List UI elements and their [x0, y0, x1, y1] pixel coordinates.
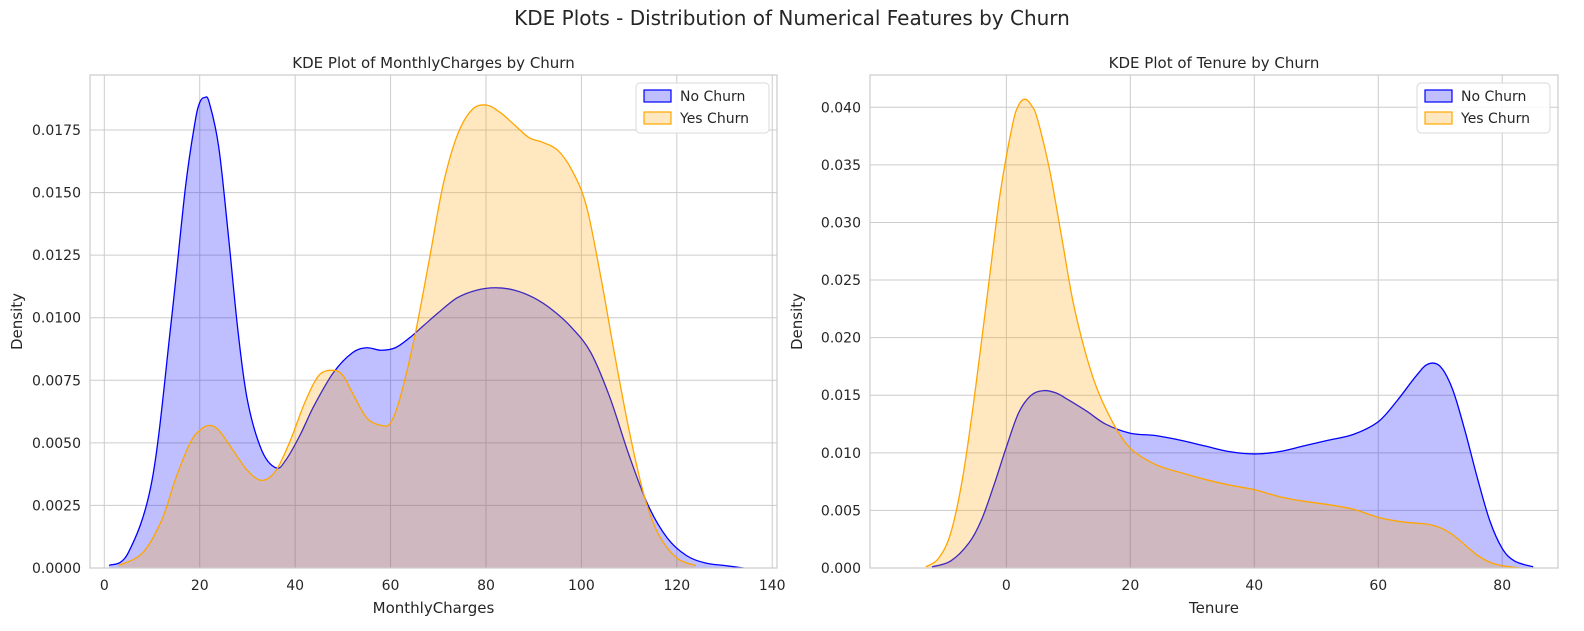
y-tick-label: 0.035	[821, 158, 861, 174]
x-axis-label: Tenure	[1188, 599, 1239, 617]
y-tick-label: 0.030	[821, 215, 861, 231]
y-tick-label: 0.020	[821, 331, 861, 347]
x-tick-label: 100	[568, 578, 595, 594]
x-tick-label: 120	[663, 578, 690, 594]
chart-panel-1: 0 20 40 60 80 100 120 140 0.0000 0.0025 0.0050 0.00…	[8, 54, 786, 617]
no-churn-area	[109, 96, 744, 569]
y-tick-label: 0.0175	[32, 123, 81, 139]
x-tick-label: 80	[477, 578, 495, 594]
x-tick-label: 80	[1493, 578, 1511, 594]
x-tick-label: 140	[759, 578, 786, 594]
y-tick-label: 0.0150	[32, 186, 81, 202]
yes-churn-area	[118, 104, 696, 568]
y-tick-label: 0.0075	[32, 373, 81, 389]
yes-churn-area	[925, 99, 1521, 568]
y-tick-label: 0.010	[821, 446, 861, 462]
no-churn-legend-label: No Churn	[680, 89, 745, 105]
legend-box	[1416, 82, 1551, 134]
legend: No Churn Yes Churn	[635, 82, 770, 134]
x-tick-label: 60	[1369, 578, 1387, 594]
legend-box	[635, 82, 770, 134]
y-tick-label: 0.0050	[32, 436, 81, 452]
x-tick-label: 40	[1245, 578, 1263, 594]
no-churn-legend-swatch	[643, 89, 672, 103]
no-churn-legend-swatch	[1424, 89, 1453, 103]
chart-title: KDE Plot of MonthlyCharges by Churn	[292, 54, 574, 72]
x-tick-label: 20	[1121, 578, 1139, 594]
x-axis-label: MonthlyCharges	[373, 599, 495, 617]
no-churn-area	[931, 362, 1534, 568]
yes-churn-line	[118, 104, 697, 567]
yes-churn-legend-label: Yes Churn	[1460, 111, 1530, 127]
y-tick-label: 0.0125	[32, 248, 81, 264]
figure-suptitle: KDE Plots - Distribution of Numerical Fe…	[514, 6, 1070, 30]
plot-frame	[869, 74, 1559, 569]
x-tick-label: 60	[382, 578, 400, 594]
y-tick-label: 0.0000	[32, 561, 81, 577]
yes-churn-legend-swatch	[1424, 111, 1453, 125]
plot-frame	[89, 74, 778, 569]
x-tick-label: 0	[1002, 578, 1011, 594]
no-churn-line	[108, 96, 744, 569]
x-tick-label: 40	[286, 578, 304, 594]
y-tick-label: 0.025	[821, 273, 861, 289]
x-tick-label: 0	[100, 578, 109, 594]
chart-title: KDE Plot of Tenure by Churn	[1109, 54, 1320, 72]
yes-churn-line	[925, 98, 1521, 569]
y-axis-label: Density	[8, 293, 26, 350]
yes-churn-legend-swatch	[643, 111, 672, 125]
y-tick-label: 0.015	[821, 388, 861, 404]
y-tick-label: 0.0100	[32, 311, 81, 327]
yes-churn-legend-label: Yes Churn	[679, 111, 749, 127]
y-tick-label: 0.0025	[32, 498, 81, 514]
x-tick-label: 20	[191, 578, 209, 594]
y-axis-label: Density	[788, 293, 806, 350]
y-tick-label: 0.040	[821, 100, 861, 116]
chart-panel-2: 0 20 40 60 80 0.000 0.005 0.010 0.015 0.020 0.025 0…	[788, 54, 1559, 617]
no-churn-legend-label: No Churn	[1461, 89, 1526, 105]
y-tick-label: 0.005	[821, 503, 861, 519]
y-tick-label: 0.000	[821, 561, 861, 577]
no-churn-line	[931, 362, 1534, 568]
legend: No Churn Yes Churn	[1416, 82, 1551, 134]
